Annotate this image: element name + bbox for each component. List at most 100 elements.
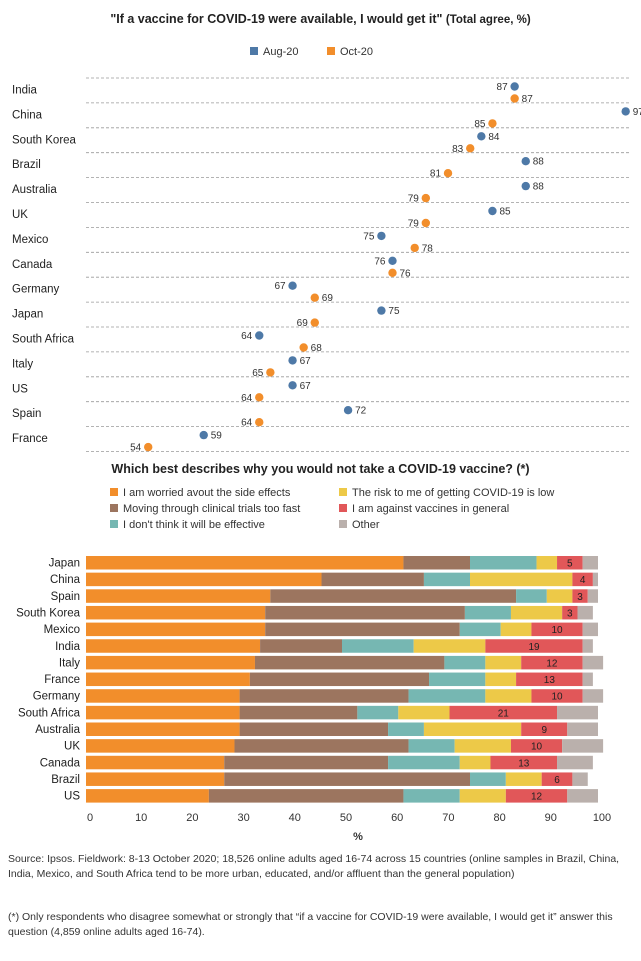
dot-aug-20 xyxy=(288,356,297,365)
dot-row-brazil: Brazil 88 81 xyxy=(12,157,544,180)
row-label: Canada xyxy=(12,259,53,271)
row-label: Spain xyxy=(12,408,41,420)
bar-row-mexico: Mexico 10 xyxy=(44,622,598,637)
bar-category-label: South Africa xyxy=(18,707,81,719)
bar-segment-i-don-t-think-it-will-be-effective xyxy=(464,605,511,620)
legend-swatch-oct-20 xyxy=(327,47,335,55)
x-tick-label: 70 xyxy=(442,812,454,824)
row-label: Australia xyxy=(12,184,57,196)
bar-segment-other xyxy=(572,772,588,786)
bar-segment-the-risk-to-me-of-getting-covid-19-is-low xyxy=(398,705,450,720)
bar-segment-i-am-worried-avout-the-side-effects xyxy=(86,689,240,703)
dot-aug-20 xyxy=(521,157,530,166)
data-label-aug-20: 84 xyxy=(488,132,500,143)
bar-segment-i-don-t-think-it-will-be-effective xyxy=(516,589,547,603)
dot-chart-title-sub: (Total agree, %) xyxy=(445,14,531,26)
bar-segment-the-risk-to-me-of-getting-covid-19-is-low xyxy=(459,755,491,770)
bar-category-label: Mexico xyxy=(44,624,80,636)
dot-aug-20 xyxy=(377,231,386,241)
bar-segment-other xyxy=(582,639,593,653)
bar-segment-other xyxy=(582,556,598,570)
bar-category-label: China xyxy=(50,574,81,586)
bar-segment-other xyxy=(582,655,604,670)
data-label-oct-20: 87 xyxy=(522,94,534,105)
bar-category-label: US xyxy=(64,791,80,803)
bar-segment-other xyxy=(582,622,598,637)
bar-data-label: 4 xyxy=(580,575,586,586)
bar-segment-i-am-against-vaccines-in-general xyxy=(485,639,583,653)
dot-oct-20 xyxy=(255,393,264,402)
data-label-aug-20: 75 xyxy=(363,231,375,242)
bar-segment-the-risk-to-me-of-getting-covid-19-is-low xyxy=(546,589,573,603)
bar-segment-moving-through-clinical-trials-too-fast xyxy=(265,622,460,637)
bar-row-china: China 4 xyxy=(50,572,598,587)
bar-row-france: France 13 xyxy=(44,672,593,687)
bar-row-india: India 19 xyxy=(55,639,593,653)
data-label-oct-20: 79 xyxy=(408,219,420,230)
data-label-oct-20: 79 xyxy=(408,194,420,205)
row-label: South Korea xyxy=(12,134,77,146)
bar-legend: I am worried avout the side effects Movin… xyxy=(110,487,554,531)
legend-label-i-am-against-vaccines-in-general: I am against vaccines in general xyxy=(352,503,509,515)
dot-oct-20 xyxy=(443,169,453,178)
data-label-aug-20: 59 xyxy=(211,431,223,442)
bar-category-label: Canada xyxy=(40,757,81,769)
dot-oct-20 xyxy=(388,268,397,277)
dot-row-india: India 87 87 xyxy=(12,82,533,105)
dot-oct-20 xyxy=(421,193,431,203)
x-tick-label: 100 xyxy=(593,812,611,824)
bar-segment-i-am-worried-avout-the-side-effects xyxy=(86,755,225,770)
bar-segment-i-don-t-think-it-will-be-effective xyxy=(470,772,506,786)
bar-chart-title: Which best describes why you would not t… xyxy=(111,462,530,476)
bar-segment-i-am-worried-avout-the-side-effects xyxy=(86,739,235,753)
legend-swatch-i-don-t-think-it-will-be-effective xyxy=(110,520,118,528)
bar-segment-moving-through-clinical-trials-too-fast xyxy=(239,705,358,720)
bar-segment-moving-through-clinical-trials-too-fast xyxy=(265,605,465,620)
bar-segment-moving-through-clinical-trials-too-fast xyxy=(224,755,389,770)
bar-data-label: 6 xyxy=(554,775,560,786)
dot-row-canada: Canada 76 76 xyxy=(12,256,411,279)
data-label-aug-20: 87 xyxy=(497,82,509,93)
dot-chart-title-main: "If a vaccine for COVID-19 were availabl… xyxy=(110,12,443,26)
dot-row-australia: Australia 88 79 xyxy=(12,182,544,205)
bar-segment-i-am-against-vaccines-in-general xyxy=(572,589,588,603)
data-label-oct-20: 69 xyxy=(322,293,334,304)
bar-data-label: 12 xyxy=(531,792,543,803)
bar-segment-i-don-t-think-it-will-be-effective xyxy=(388,755,460,770)
bar-category-label: Germany xyxy=(33,691,81,703)
bar-row-canada: Canada 13 xyxy=(40,755,593,770)
bar-category-label: India xyxy=(55,641,81,653)
row-label: France xyxy=(12,433,48,445)
dot-row-spain: Spain 72 64 xyxy=(12,406,367,429)
bar-segment-i-don-t-think-it-will-be-effective xyxy=(459,622,501,637)
bar-data-label: 13 xyxy=(544,675,556,686)
row-label: Japan xyxy=(12,309,43,321)
bar-row-italy: Italy 12 xyxy=(59,655,604,670)
row-label: UK xyxy=(12,209,28,221)
bar-category-label: South Korea xyxy=(16,607,81,619)
bar-segment-moving-through-clinical-trials-too-fast xyxy=(239,689,409,703)
dot-aug-20 xyxy=(255,331,264,340)
bar-segment-i-am-against-vaccines-in-general xyxy=(531,622,583,637)
x-tick-label: 10 xyxy=(135,812,147,824)
legend-swatch-aug-20 xyxy=(250,47,258,55)
bar-segment-i-am-against-vaccines-in-general xyxy=(572,572,593,587)
bar-segment-moving-through-clinical-trials-too-fast xyxy=(224,772,470,786)
bar-row-brazil: Brazil 6 xyxy=(51,772,588,786)
bar-row-us: US 12 xyxy=(64,789,598,803)
bar-data-label: 10 xyxy=(551,692,563,703)
bar-segment-i-am-worried-avout-the-side-effects xyxy=(86,655,255,670)
dot-row-us: US 67 64 xyxy=(12,381,311,404)
bar-category-label: Japan xyxy=(49,558,80,570)
bar-segment-i-don-t-think-it-will-be-effective xyxy=(342,639,414,653)
bar-segment-other xyxy=(557,755,593,770)
dot-aug-20 xyxy=(510,82,519,91)
bar-category-label: UK xyxy=(64,741,80,753)
bar-segment-i-don-t-think-it-will-be-effective xyxy=(444,655,486,670)
dot-oct-20 xyxy=(421,218,431,228)
data-label-aug-20: 76 xyxy=(374,256,386,267)
row-label: China xyxy=(12,109,43,121)
dot-row-south-africa: South Africa 64 68 xyxy=(12,331,322,354)
x-tick-label: 40 xyxy=(289,812,301,824)
bar-row-australia: Australia 9 xyxy=(35,722,598,736)
